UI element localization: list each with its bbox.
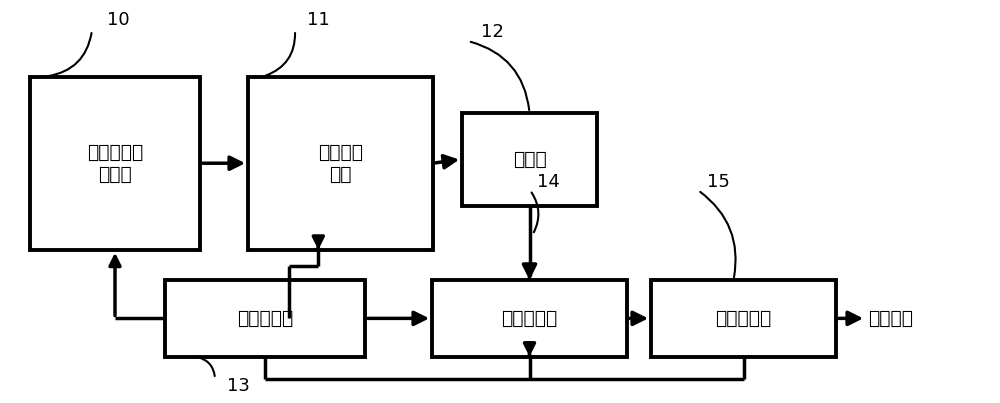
Text: 缓存器: 缓存器 (513, 150, 546, 169)
Text: 噪声去除
模块: 噪声去除 模块 (318, 143, 363, 184)
FancyBboxPatch shape (165, 280, 365, 357)
FancyBboxPatch shape (248, 77, 433, 250)
FancyBboxPatch shape (651, 280, 836, 357)
FancyBboxPatch shape (462, 113, 597, 206)
FancyBboxPatch shape (432, 280, 627, 357)
Text: 彩色像素单
元阵列: 彩色像素单 元阵列 (87, 143, 143, 184)
Text: 10: 10 (107, 11, 129, 29)
Text: 数字处理器: 数字处理器 (715, 309, 772, 328)
Text: 14: 14 (537, 173, 559, 191)
Text: 数字控制器: 数字控制器 (237, 309, 293, 328)
Text: 图像输出: 图像输出 (868, 309, 913, 328)
Text: 13: 13 (227, 377, 249, 395)
Text: 15: 15 (707, 173, 729, 191)
Text: 模数转换器: 模数转换器 (501, 309, 558, 328)
Text: 12: 12 (481, 23, 503, 41)
FancyBboxPatch shape (30, 77, 200, 250)
Text: 11: 11 (307, 11, 329, 29)
